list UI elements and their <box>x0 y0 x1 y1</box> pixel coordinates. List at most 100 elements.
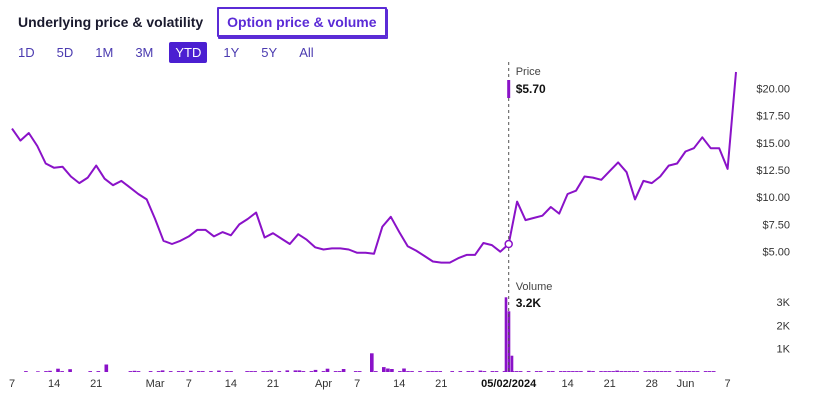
volume-bar <box>148 371 153 372</box>
volume-bar <box>160 370 165 372</box>
volume-bar <box>514 371 519 372</box>
volume-bar <box>36 371 40 372</box>
volume-bar <box>253 371 257 372</box>
volume-bar <box>675 371 680 372</box>
price-y-tick-label: $17.50 <box>756 111 790 123</box>
x-tick-label: 7 <box>9 378 15 390</box>
range-1m-button[interactable]: 1M <box>95 44 114 60</box>
volume-bar <box>591 371 595 372</box>
volume-bar <box>398 371 402 372</box>
range-all-button[interactable]: All <box>299 44 314 60</box>
volume-bar <box>333 371 338 372</box>
volume-tooltip-label: Volume <box>516 281 553 293</box>
range-1d-button[interactable]: 1D <box>18 44 35 60</box>
x-axis: 7 14 21 Mar 7 14 21 Apr 7 14 21 05/02/2024 14 21 28 Jun… <box>9 378 731 390</box>
volume-bar <box>695 371 700 372</box>
x-tick-label: 28 <box>646 378 658 390</box>
volume-bar <box>623 371 628 372</box>
volume-bar <box>703 371 708 372</box>
volume-bar <box>301 371 306 372</box>
price-y-tick-label: $7.50 <box>762 219 790 231</box>
price-y-tick-label: $15.00 <box>756 138 790 150</box>
x-tick-label: 21 <box>90 378 102 390</box>
volume-bar <box>502 371 507 372</box>
volume-bar <box>707 371 712 372</box>
x-tick-label: Mar <box>146 378 165 390</box>
price-y-tick-label: $5.00 <box>762 247 790 259</box>
volume-bar <box>667 371 672 372</box>
volume-bar <box>406 371 410 372</box>
volume-bar <box>450 371 455 372</box>
volume-bar <box>321 371 326 372</box>
volume-bar <box>563 371 567 372</box>
price-tooltip-label: Price <box>516 66 541 78</box>
volume-bar <box>209 371 213 372</box>
price-tooltip-marker <box>507 80 511 98</box>
volume-bar <box>297 370 302 372</box>
volume-bar <box>559 371 563 372</box>
volume-tooltip-value: 3.2K <box>516 296 542 310</box>
volume-bar <box>655 371 660 372</box>
volume-bar <box>438 371 443 372</box>
volume-bar <box>197 371 201 372</box>
volume-bar <box>430 371 434 372</box>
volume-bar <box>635 371 640 372</box>
volume-y-tick-label: 3K <box>777 297 791 309</box>
volume-bar <box>611 371 615 372</box>
volume-bar <box>683 371 688 372</box>
volume-bar <box>510 355 514 372</box>
x-tick-label: Jun <box>677 378 695 390</box>
volume-bar <box>201 371 205 372</box>
volume-bar <box>225 371 229 372</box>
price-y-axis: $20.00 $17.50 $15.00 $12.50 $10.00 $7.50 $5.00 <box>756 83 790 258</box>
price-line <box>11 71 737 264</box>
volume-bar <box>599 371 603 372</box>
price-tooltip-value: $5.70 <box>516 82 546 96</box>
range-ytd-button[interactable]: YTD <box>169 41 208 63</box>
volume-bar <box>309 371 314 372</box>
volume-y-tick-label: 2K <box>777 320 791 332</box>
x-tick-label: 14 <box>561 378 573 390</box>
volume-bar <box>518 371 523 372</box>
range-1y-button[interactable]: 1Y <box>223 44 240 60</box>
tab-option-price-volume[interactable]: Option price & volume <box>217 7 387 37</box>
volume-bar <box>104 364 109 372</box>
volume-bar <box>547 371 551 372</box>
volume-bar <box>551 371 555 372</box>
x-tick-label: 21 <box>435 378 447 390</box>
volume-bar <box>478 370 483 372</box>
volume-bar <box>136 371 141 372</box>
volume-bar <box>337 371 342 372</box>
volume-bar <box>156 371 161 372</box>
volume-bar <box>534 371 539 372</box>
volume-bar <box>44 371 48 372</box>
volume-bar <box>631 371 636 372</box>
volume-bar <box>269 370 274 372</box>
price-y-tick-label: $12.50 <box>756 165 790 177</box>
x-tick-label: 05/02/2024 <box>481 378 537 390</box>
volume-bar <box>229 371 233 372</box>
volume-bar <box>571 371 575 372</box>
volume-bar <box>386 368 390 372</box>
x-tick-label: 14 <box>393 378 405 390</box>
range-5d-button[interactable]: 5D <box>56 44 74 60</box>
volume-bar <box>663 371 668 372</box>
price-y-tick-label: $10.00 <box>756 192 790 204</box>
volume-bar <box>245 371 249 372</box>
volume-bar <box>711 371 716 372</box>
volume-bar <box>68 369 72 372</box>
x-tick-label: 7 <box>186 378 192 390</box>
volume-bar <box>426 371 430 372</box>
range-3m-button[interactable]: 3M <box>135 44 154 60</box>
chart-tabs: Underlying price & volatility Option pri… <box>18 6 393 38</box>
volume-bar <box>504 297 508 372</box>
volume-bar <box>575 371 579 372</box>
volume-bar <box>277 371 282 372</box>
tab-underlying-price-volatility[interactable]: Underlying price & volatility <box>18 14 204 30</box>
volume-y-tick-label: 1K <box>777 344 791 356</box>
volume-bar <box>249 371 253 372</box>
range-5y-button[interactable]: 5Y <box>261 44 278 60</box>
volume-bar <box>24 371 28 372</box>
volume-bar <box>293 370 298 372</box>
